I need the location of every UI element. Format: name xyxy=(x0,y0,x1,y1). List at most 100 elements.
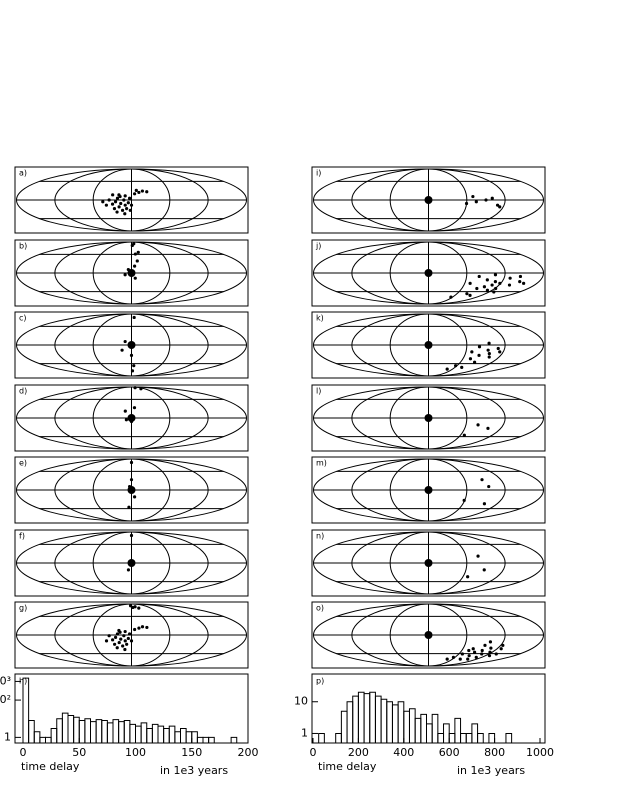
event-dot xyxy=(462,433,466,437)
event-dot xyxy=(120,348,124,352)
event-dot xyxy=(473,360,477,364)
event-dot xyxy=(476,554,480,558)
histogram-bin xyxy=(505,732,513,743)
event-dot xyxy=(122,634,126,638)
x-tick-label: 1000 xyxy=(526,746,554,759)
event-dot xyxy=(132,364,136,368)
event-dot xyxy=(474,655,478,659)
event-dot xyxy=(494,286,498,291)
histogram-bin xyxy=(340,710,348,743)
histogram-bin xyxy=(163,727,170,743)
histogram-bin xyxy=(346,701,354,743)
event-dot xyxy=(490,283,494,287)
map-frame xyxy=(311,311,546,379)
histogram-bin xyxy=(174,731,181,743)
histogram-bin xyxy=(73,716,80,743)
panel-label: m) xyxy=(316,459,327,468)
event-dot xyxy=(127,484,132,489)
event-dot xyxy=(130,369,135,373)
panel-label: i) xyxy=(316,169,321,178)
event-dot xyxy=(134,188,138,192)
event-dot xyxy=(466,657,470,661)
event-dot xyxy=(487,654,492,658)
histogram-bin xyxy=(352,695,359,743)
source-marker xyxy=(424,486,433,494)
event-dot xyxy=(121,644,125,648)
event-dot xyxy=(492,290,496,294)
event-dot xyxy=(493,273,498,277)
event-dot xyxy=(101,200,105,204)
histogram-bin xyxy=(140,722,148,743)
event-dot xyxy=(140,189,145,193)
event-dot xyxy=(145,190,149,194)
event-dot xyxy=(471,194,475,199)
histogram-bin xyxy=(56,718,63,743)
event-dot xyxy=(480,652,484,656)
event-dot xyxy=(126,568,131,572)
histogram-bin xyxy=(391,704,399,743)
event-dot xyxy=(123,273,127,277)
event-dot xyxy=(518,280,522,284)
event-dot xyxy=(127,196,132,200)
event-dot xyxy=(123,639,127,643)
event-dot xyxy=(454,364,458,368)
event-dot xyxy=(482,502,487,506)
event-dot xyxy=(476,423,480,427)
event-dot xyxy=(113,642,117,646)
map-frame xyxy=(311,384,546,452)
event-dot xyxy=(483,643,487,647)
event-dot xyxy=(107,198,111,202)
source-marker xyxy=(424,414,433,422)
event-dot xyxy=(462,498,466,502)
panel-label: f) xyxy=(19,532,25,541)
histogram-bin xyxy=(374,695,382,743)
histogram-bin xyxy=(146,727,153,743)
map-frame xyxy=(311,456,546,524)
map-frame xyxy=(311,529,546,597)
event-dot xyxy=(104,639,109,643)
event-dot xyxy=(499,647,503,651)
event-dot xyxy=(127,632,132,636)
histogram-bin xyxy=(196,736,204,743)
event-dot xyxy=(123,409,127,413)
event-dot xyxy=(522,281,526,285)
histogram-bin xyxy=(448,732,456,743)
panel-label: n) xyxy=(316,532,324,541)
event-dot xyxy=(113,635,118,640)
histogram-bin xyxy=(454,717,462,743)
event-dot xyxy=(445,657,449,661)
event-dot xyxy=(494,652,498,656)
histogram-bin xyxy=(477,732,484,743)
event-dot xyxy=(133,252,137,256)
event-dot xyxy=(133,605,137,609)
histogram-bin xyxy=(437,732,445,743)
map-frame xyxy=(311,239,546,307)
event-dot xyxy=(117,640,121,645)
y-tick-label: 1 xyxy=(4,730,11,743)
histogram-bin xyxy=(78,720,86,743)
event-dot xyxy=(132,242,136,246)
event-dot xyxy=(485,278,489,282)
plot-frame xyxy=(311,673,546,744)
event-dot xyxy=(111,193,115,197)
histogram-bin xyxy=(465,732,473,743)
x-tick-label: 150 xyxy=(181,746,202,759)
event-dot xyxy=(133,192,137,196)
event-dot xyxy=(133,627,137,632)
histogram-bin xyxy=(67,714,75,743)
event-dot xyxy=(466,575,470,579)
event-dot xyxy=(113,200,118,204)
histogram-bin xyxy=(61,712,69,743)
panel-label: o) xyxy=(316,604,324,613)
event-dot xyxy=(467,648,471,653)
event-dot xyxy=(120,208,125,212)
histogram-bin xyxy=(112,719,120,743)
histogram-bin xyxy=(191,731,198,743)
map-frame xyxy=(311,601,546,669)
event-dot xyxy=(117,628,121,633)
event-dot xyxy=(498,281,502,285)
event-dot xyxy=(137,190,141,195)
histogram-bin xyxy=(101,720,108,743)
x-tick-label: 800 xyxy=(484,746,505,759)
panel-label: j) xyxy=(315,242,321,251)
